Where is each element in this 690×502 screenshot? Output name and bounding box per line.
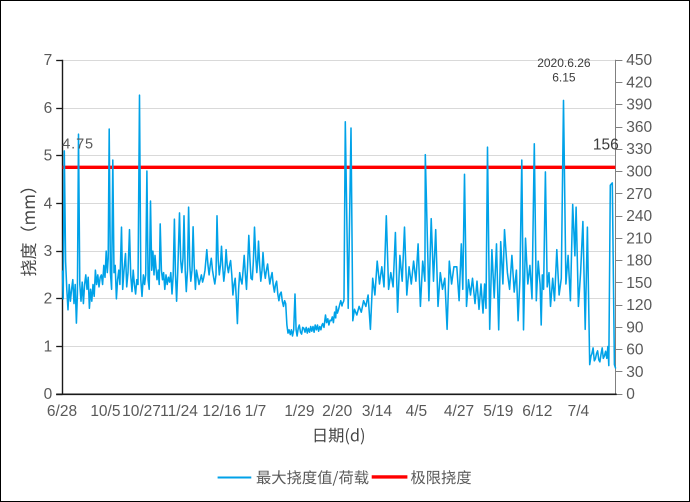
svg-text:120: 120: [626, 297, 652, 314]
svg-text:90: 90: [626, 319, 644, 336]
svg-text:2/20: 2/20: [322, 403, 353, 420]
svg-text:7: 7: [44, 52, 53, 69]
svg-text:1/7: 1/7: [245, 403, 267, 420]
svg-text:1/29: 1/29: [284, 403, 314, 420]
svg-text:0: 0: [44, 386, 53, 403]
svg-text:180: 180: [626, 253, 652, 270]
svg-text:300: 300: [626, 164, 652, 181]
svg-text:240: 240: [626, 208, 652, 225]
svg-text:60: 60: [626, 342, 644, 359]
svg-text:360: 360: [626, 119, 652, 136]
svg-text:4: 4: [44, 195, 53, 212]
svg-text:11/24: 11/24: [160, 403, 198, 420]
svg-text:6.15: 6.15: [552, 71, 576, 85]
svg-text:156: 156: [593, 136, 619, 153]
svg-text:150: 150: [626, 275, 652, 292]
svg-text:3: 3: [44, 243, 53, 260]
svg-text:270: 270: [626, 186, 652, 203]
svg-text:7/4: 7/4: [568, 403, 590, 420]
svg-text:6: 6: [44, 100, 53, 117]
svg-text:4/27: 4/27: [444, 403, 474, 420]
svg-text:210: 210: [626, 230, 652, 247]
svg-text:5/19: 5/19: [483, 403, 513, 420]
svg-text:450: 450: [626, 52, 652, 69]
svg-text:10/5: 10/5: [90, 403, 120, 420]
svg-text:4/5: 4/5: [406, 403, 428, 420]
svg-text:0: 0: [626, 386, 635, 403]
svg-text:2: 2: [44, 291, 53, 308]
svg-text:420: 420: [626, 74, 652, 91]
svg-text:330: 330: [626, 141, 652, 158]
svg-text:3/14: 3/14: [362, 403, 393, 420]
svg-text:6/12: 6/12: [522, 403, 552, 420]
svg-text:10/27: 10/27: [122, 403, 161, 420]
svg-text:30: 30: [626, 364, 644, 381]
svg-text:1: 1: [44, 338, 53, 355]
svg-text:6/28: 6/28: [47, 403, 77, 420]
svg-text:2020.6.26: 2020.6.26: [537, 56, 591, 70]
svg-text:4.75: 4.75: [62, 137, 94, 153]
svg-text:390: 390: [626, 97, 652, 114]
svg-text:5: 5: [44, 148, 53, 165]
svg-text:12/16: 12/16: [202, 403, 241, 420]
